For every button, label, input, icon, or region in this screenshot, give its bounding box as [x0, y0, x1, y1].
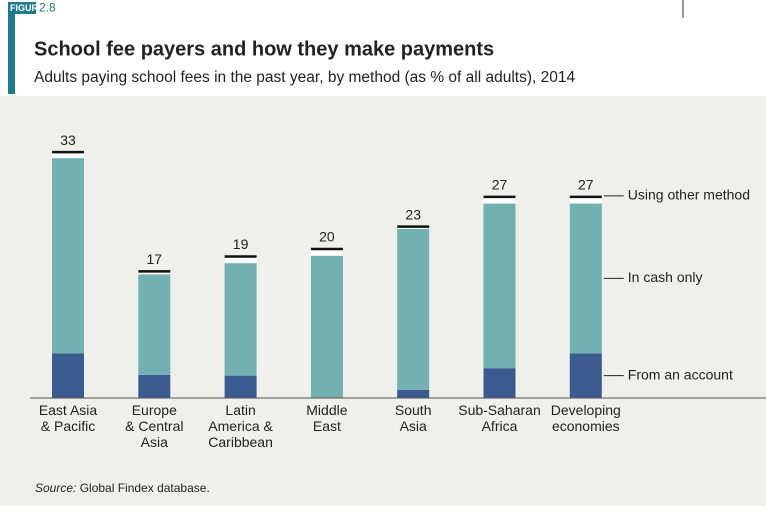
source: Source: Global Findex database. — [35, 481, 210, 495]
chart-subtitle: Adults paying school fees in the past ye… — [34, 69, 575, 86]
bar-segment — [138, 374, 171, 398]
x-tick-line: Caribbean — [208, 434, 273, 450]
total-label: 17 — [147, 251, 163, 267]
x-tick-label: Middle East — [306, 402, 347, 434]
x-tick-line: economies — [552, 418, 620, 434]
bar-segment — [310, 255, 343, 398]
x-tick-label: Developing economies — [551, 402, 621, 434]
total-label: 27 — [578, 177, 594, 193]
x-tick-line: Asia — [400, 418, 427, 434]
accent-bar — [8, 10, 15, 94]
legend-label: In cash only — [628, 269, 703, 285]
bar-segment — [52, 353, 84, 398]
bar-segment — [397, 389, 430, 398]
panel — [0, 96, 766, 506]
total-label: 27 — [492, 177, 508, 193]
x-tick-line: Middle — [306, 402, 347, 418]
x-tick-label: Europe & Central Asia — [125, 402, 183, 450]
bar-segment — [483, 203, 516, 369]
x-tick-label: South Asia — [395, 402, 432, 434]
x-tick-line: East — [313, 418, 341, 434]
bar-segment — [52, 158, 84, 354]
x-tick-line: East Asia — [39, 402, 98, 418]
bar-segment — [569, 196, 602, 204]
bar-segment — [569, 203, 602, 354]
x-tick-line: Developing — [551, 402, 621, 418]
figure-number: 2.8 — [39, 1, 56, 15]
x-tick-label: East Asia & Pacific — [39, 402, 98, 434]
bar-segment — [569, 353, 602, 398]
x-tick-line: Africa — [482, 418, 518, 434]
bar-segment — [224, 263, 257, 376]
total-label: 33 — [60, 132, 76, 148]
x-tick-line: Europe — [132, 402, 177, 418]
bar-segment — [224, 375, 257, 398]
x-tick-line: Sub-Saharan — [458, 402, 541, 418]
bar-segment — [224, 256, 257, 264]
chart-title: School fee payers and how they make paym… — [34, 38, 494, 60]
bar-segment — [138, 274, 171, 375]
x-tick-label: Latin America & Caribbean — [208, 402, 273, 450]
x-tick-line: South — [395, 402, 432, 418]
total-label: 20 — [319, 229, 335, 245]
bar-segment — [138, 271, 171, 275]
legend-label: Using other method — [628, 187, 750, 203]
bar-segment — [483, 368, 516, 398]
bar-segment — [310, 249, 343, 256]
x-tick-line: Asia — [141, 434, 168, 450]
x-tick-line: Latin — [225, 402, 255, 418]
x-tick-line: America & — [208, 418, 273, 434]
figure-tag: FIGURE — [10, 3, 44, 13]
source-label: Source: — [35, 481, 76, 495]
x-tick-line: & Central — [125, 418, 183, 434]
total-label: 23 — [405, 206, 421, 222]
bar-segment — [52, 152, 84, 159]
figure-tag-box — [8, 2, 36, 14]
total-label: 19 — [233, 236, 249, 252]
bar-segment — [483, 196, 516, 204]
x-tick-line: & Pacific — [41, 418, 95, 434]
x-tick-label: Sub-Saharan Africa — [458, 402, 541, 434]
source-text: Global Findex database. — [80, 481, 210, 495]
bar-segment — [397, 228, 430, 390]
legend-label: From an account — [628, 366, 733, 382]
